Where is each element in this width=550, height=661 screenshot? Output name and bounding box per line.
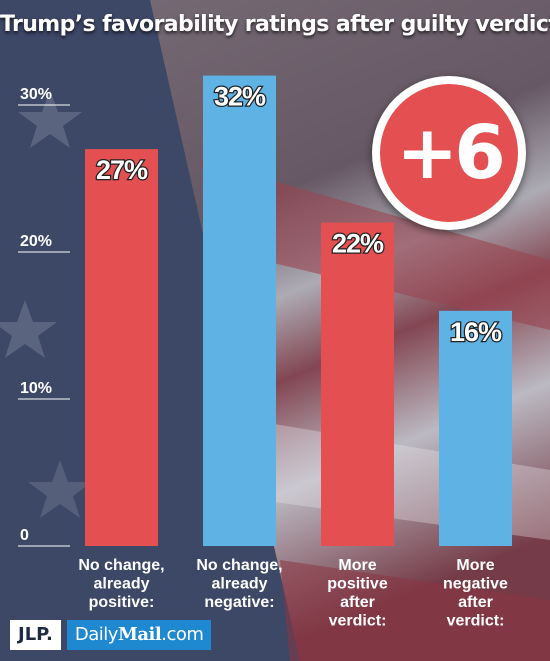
bar-value-label: 22% <box>332 229 384 259</box>
y-tick-label: 30% <box>20 86 52 103</box>
jlp-logo: JLP. <box>10 620 61 650</box>
y-tick-label: 10% <box>20 380 52 397</box>
source-logos: JLP. DailyMail.com <box>10 620 212 650</box>
dailymail-logo: DailyMail.com <box>66 620 212 650</box>
bar <box>85 149 158 546</box>
bar <box>203 75 276 546</box>
chart-title: Trump’s favorability ratings after guilt… <box>0 12 550 37</box>
category-label: No change, already positive: <box>78 557 164 611</box>
change-badge-value: +6 <box>380 84 518 222</box>
bar <box>439 310 512 546</box>
category-label: More negative after verdict: <box>443 557 508 630</box>
category-label: More positive after verdict: <box>327 557 388 630</box>
change-badge: +6 <box>372 76 526 230</box>
bar <box>321 222 394 546</box>
y-tick-label: 0 <box>20 527 29 544</box>
bar-value-label: 16% <box>450 317 502 347</box>
category-label: No change, already negative: <box>196 557 282 611</box>
y-tick-label: 20% <box>20 233 52 250</box>
bar-value-label: 32% <box>214 82 266 112</box>
bar-value-label: 27% <box>96 155 148 185</box>
